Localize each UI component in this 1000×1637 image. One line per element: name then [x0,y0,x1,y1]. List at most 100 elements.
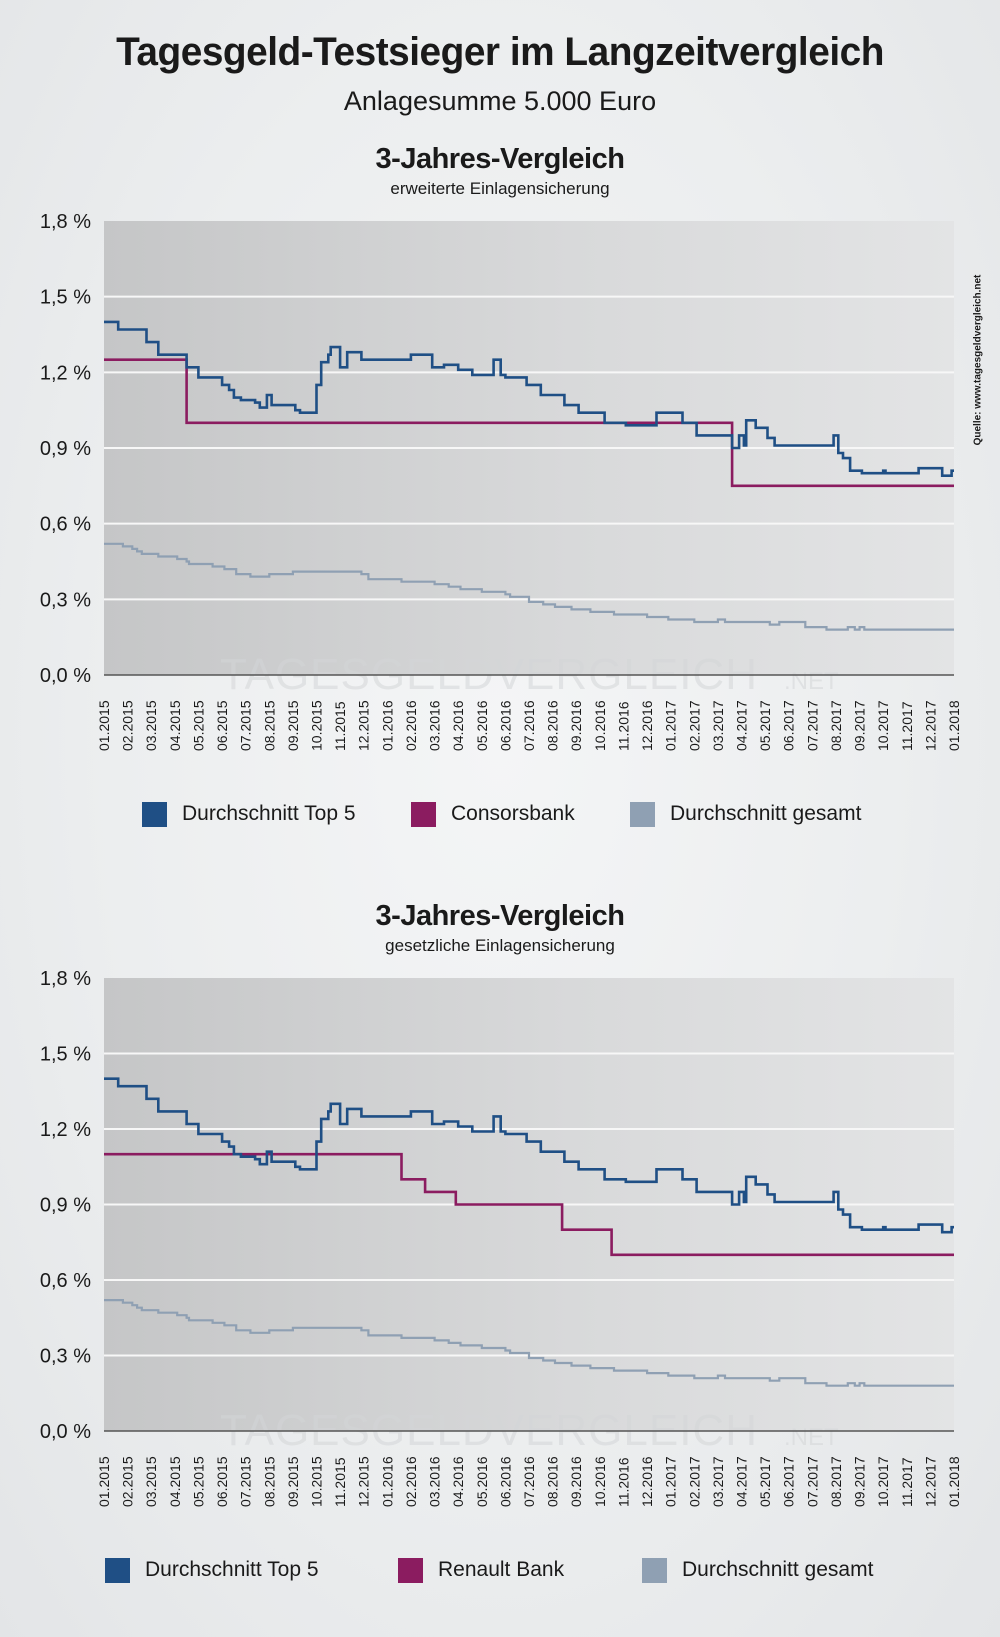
x-tick-label: 12.2016 [639,1456,655,1507]
y-tick-label: 1,5 % [40,287,91,309]
y-tick-label: 1,2 % [40,362,91,384]
x-tick-label: 02.2017 [686,1456,702,1507]
chart-1-title: 3-Jahres-Vergleich [375,143,625,175]
y-tick-label: 0,9 % [40,1195,91,1217]
series-line-durchschnitt-gesamt [104,542,954,631]
x-tick-label: 03.2017 [710,700,726,751]
x-tick-label: 12.2017 [922,700,938,751]
legend-swatch [105,1557,130,1583]
x-tick-label: 03.2015 [143,700,159,751]
series-line-renault-bank [104,1152,954,1257]
x-tick-label: 04.2017 [734,700,750,751]
legend-item: Durchschnitt Top 5 [142,801,356,827]
legend-item: Durchschnitt gesamt [642,1557,874,1583]
x-tick-label: 04.2016 [450,1456,466,1507]
x-tick-label: 07.2016 [521,700,537,751]
x-tick-label: 11.2017 [899,1457,915,1507]
legend-item: Durchschnitt gesamt [630,801,862,827]
x-tick-label: 02.2017 [686,700,702,751]
legend-label: Durchschnitt Top 5 [182,802,356,825]
y-tick-label: 1,8 % [40,211,91,233]
x-tick-label: 03.2016 [427,1456,443,1507]
legend-item: Consorsbank [411,801,575,827]
legend-swatch [398,1557,423,1583]
x-tick-label: 06.2016 [497,1456,513,1507]
x-tick-label: 08.2017 [828,1456,844,1507]
x-tick-label: 09.2017 [852,1456,868,1507]
x-tick-label: 01.2018 [946,700,962,751]
watermark-suffix: .NET [784,1424,839,1451]
x-tick-label: 10.2015 [309,1456,325,1507]
x-tick-label: 07.2015 [238,1456,254,1507]
page-subtitle: Anlagesumme 5.000 Euro [343,86,657,116]
x-tick-label: 01.2015 [96,700,112,751]
legend-label: Durchschnitt Top 5 [145,1558,319,1581]
x-tick-label: 02.2016 [403,1456,419,1507]
x-tick-label: 07.2017 [804,1456,820,1507]
x-tick-label: 06.2017 [781,1456,797,1507]
legend-swatch [642,1557,667,1583]
y-tick-label: 1,2 % [40,1119,91,1141]
y-tick-label: 0,6 % [40,514,91,536]
x-tick-label: 05.2017 [757,1456,773,1507]
legend-label: Durchschnitt gesamt [682,1558,874,1581]
x-tick-label: 10.2015 [309,700,325,751]
x-tick-label: 04.2017 [734,1456,750,1507]
x-tick-label: 03.2015 [143,1456,159,1507]
x-tick-label: 01.2016 [379,700,395,751]
x-tick-label: 09.2015 [285,1456,301,1507]
legend-item: Durchschnitt Top 5 [105,1557,319,1583]
page-title: Tagesgeld-Testsieger im Langzeitvergleic… [116,30,884,74]
y-tick-label: 1,5 % [40,1044,91,1066]
x-tick-label: 03.2016 [427,700,443,751]
x-tick-label: 05.2016 [474,700,490,751]
x-tick-label: 10.2016 [592,1456,608,1507]
x-tick-label: 07.2015 [238,700,254,751]
legend-swatch [630,801,655,827]
chart-1: 0,0 %0,3 %0,6 %0,9 %1,2 %1,5 %1,8 %TAGES… [40,211,962,751]
y-tick-label: 0,9 % [40,438,91,460]
x-tick-label: 07.2016 [521,1456,537,1507]
x-tick-label: 11.2017 [899,701,915,751]
x-tick-label: 08.2015 [261,700,277,751]
x-tick-label: 01.2017 [663,700,679,751]
x-tick-label: 09.2015 [285,700,301,751]
x-tick-label: 02.2015 [120,700,136,751]
y-tick-label: 0,0 % [40,1421,91,1443]
x-tick-label: 02.2016 [403,700,419,751]
x-tick-label: 01.2015 [96,1456,112,1507]
chart-2-title: 3-Jahres-Vergleich [375,900,625,932]
chart-2-legend: Durchschnitt Top 5 Renault Bank Durchschni… [0,1557,1000,1583]
y-tick-label: 0,3 % [40,1346,91,1368]
x-tick-label: 06.2016 [497,700,513,751]
x-tick-label: 08.2017 [828,700,844,751]
x-tick-label: 06.2015 [214,1456,230,1507]
x-tick-label: 01.2016 [379,1456,395,1507]
x-tick-label: 12.2015 [356,700,372,751]
legend-swatch [142,801,167,827]
x-tick-label: 05.2015 [190,1456,206,1507]
y-tick-label: 0,0 % [40,665,91,687]
legend-swatch [411,801,436,827]
legend-label: Durchschnitt gesamt [670,802,862,825]
series-line-durchschnitt-top-5 [104,320,954,477]
x-tick-label: 08.2016 [545,1456,561,1507]
series-line-consorsbank [104,358,954,488]
x-tick-label: 02.2015 [120,1456,136,1507]
chart-1-legend: Durchschnitt Top 5 Consorsbank Durchschnit… [0,801,1000,827]
chart-1-subtitle: erweiterte Einlagensicherung [390,179,610,198]
x-tick-label: 09.2016 [568,700,584,751]
x-tick-label: 01.2018 [946,1456,962,1507]
chart-2-subtitle: gesetzliche Einlagensicherung [385,936,615,955]
x-tick-label: 11.2015 [332,1457,348,1507]
legend-item: Renault Bank [398,1557,564,1583]
x-tick-label: 05.2017 [757,700,773,751]
x-tick-label: 11.2015 [332,701,348,751]
x-tick-label: 10.2017 [875,1456,891,1507]
x-tick-label: 05.2015 [190,700,206,751]
legend-label: Consorsbank [451,802,575,825]
y-tick-label: 1,8 % [40,968,91,990]
x-tick-label: 06.2017 [781,700,797,751]
x-tick-label: 10.2017 [875,700,891,751]
